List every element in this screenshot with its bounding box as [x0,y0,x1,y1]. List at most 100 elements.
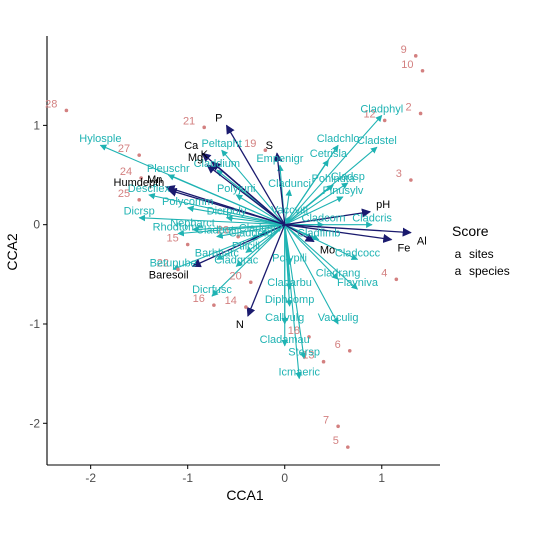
env-label-al: Al [417,236,427,248]
legend-label-sites: sites [469,247,494,261]
species-label-barbhatc: Barbhatc [195,247,240,259]
env-label-fe: Fe [397,243,410,255]
env-label-n: N [236,319,244,331]
site-label-18: 18 [288,325,300,337]
site-label-22: 22 [157,257,169,269]
site-point-3 [409,178,413,182]
env-label-baresoil: Baresoil [149,269,189,281]
site-label-3: 3 [396,168,402,180]
species-arrow-cladsp [284,182,349,226]
species-arrow-pleuschr [167,174,285,226]
site-label-6: 6 [335,339,341,351]
site-label-5: 5 [333,435,339,447]
site-label-24: 24 [120,166,132,178]
species-label-cladcocc: Cladcocc [335,247,381,259]
legend-label-species: species [469,264,510,278]
env-arrow-mn [165,185,285,226]
species-label-cladunci: Cladunci [268,178,311,190]
site-label-10: 10 [401,59,413,71]
env-label-p: P [215,112,222,124]
species-arrows [99,114,383,380]
species-label-hylosple: Hylosple [79,133,121,145]
species-arrow-dicrpoly [225,215,285,226]
env-arrow-mg [206,164,286,226]
x-tick-label--1: -1 [182,471,193,485]
site-point-20 [248,280,253,285]
site-label-19: 19 [244,138,256,150]
x-tick-label-0: 0 [281,471,288,485]
species-arrow-cladcocc [284,224,359,260]
site-point-28 [64,108,69,113]
env-arrow-p [225,124,286,226]
site-point-5 [346,445,350,449]
site-label-21: 21 [183,115,195,127]
env-label-mo: Mo [320,245,335,257]
species-arrow-peltapht [221,149,286,226]
site-label-23: 23 [217,225,229,237]
legend-items: a sites a species [455,247,510,278]
axes [46,36,440,466]
env-arrow-mo [284,224,315,243]
species-label-cladfimb: Cladfimb [297,228,340,240]
site-point-22 [176,267,180,272]
site-label-20: 20 [230,270,242,282]
species-label-diphcomp: Diphcomp [265,294,315,306]
site-label-16: 16 [193,293,205,305]
species-label-flavniva: Flavniva [337,277,379,289]
legend-item-species: a species [455,264,510,278]
species-arrow-cladbotr [216,224,285,239]
species-label-polyjuni: Polyjuni [217,183,256,195]
x-tick-label-1: 1 [378,471,385,485]
site-point-9 [413,54,418,58]
env-arrow-fe [284,224,393,243]
species-arrow-flavniva [284,224,359,290]
species-label-cladsp: Cladsp [331,171,365,183]
legend: Score a sites a species [452,223,510,278]
species-label-cladphyl: Cladphyl [360,103,403,115]
env-arrow-s [273,152,286,225]
species-label-dicrfusc: Dicrfusc [192,284,232,296]
y-tick-label--2: -2 [29,416,40,430]
species-label-dicrpoly: Dicrpoly [207,206,247,218]
env-label-mg: Mg [188,152,203,164]
y-ticks: -2 -1 0 1 [29,118,47,430]
species-label-descflex: Descflex [128,183,171,195]
site-label-28: 28 [45,98,57,110]
species-label-polypili: Polypili [272,252,307,264]
species-label-callvulg: Callvulg [265,312,304,324]
site-point-19 [263,148,268,153]
x-axis-title: CCA1 [226,487,264,503]
species-arrow-polycomm [187,205,285,226]
site-label-9: 9 [401,44,407,56]
species-label-cladstel: Cladstel [357,135,397,147]
species-label-pohlnuta: Pohlnuta [312,173,356,185]
species-label-nepharct: Nepharct [170,218,215,230]
site-point-10 [420,68,425,73]
site-point-27 [137,153,141,157]
species-label-cladarbu: Cladarbu [267,277,312,289]
site-point-23 [236,234,240,239]
species-arrow-polyjuni [235,194,286,226]
y-tick-label-0: 0 [33,218,40,232]
site-label-12: 12 [363,108,375,120]
x-ticks: -2 -1 0 1 [85,465,385,485]
species-label-dicrsp: Dicrsp [124,206,155,218]
species-label-polycomm: Polycomm [162,196,213,208]
species-arrow-icmaeric [284,224,303,380]
site-point-13 [321,359,326,364]
species-label-vacculig: Vacculig [318,312,359,324]
env-label-ph: pH [376,199,390,211]
legend-title: Score [452,223,489,239]
env-arrow-ph [284,208,372,226]
site-label-14: 14 [225,295,237,307]
site-label-7: 7 [323,414,329,426]
env-label-s: S [266,140,273,152]
species-label-icmaeric: Icmaeric [279,367,321,379]
species-arrow-dicrfusc [211,224,286,297]
legend-item-sites: a sites [455,247,494,261]
species-label-cladchlo: Cladchlo [317,133,360,145]
species-label-peltapht: Peltapht [201,138,241,150]
species-arrow-cladgrac [235,224,286,267]
